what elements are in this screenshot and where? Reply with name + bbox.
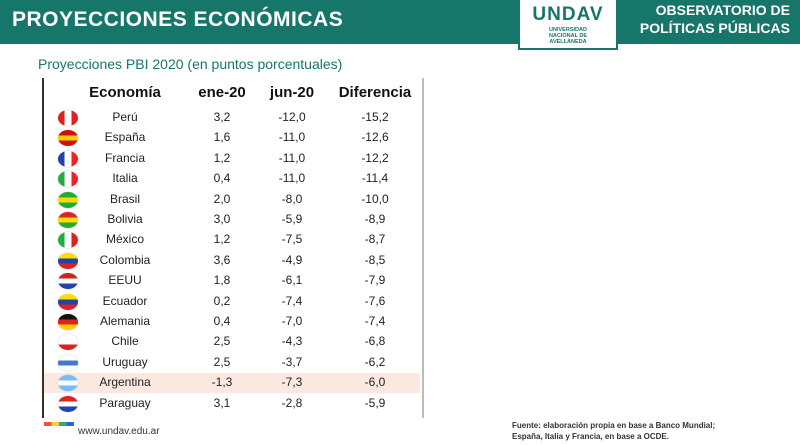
flag-icon: [58, 375, 78, 392]
table-cell: -2,8: [281, 395, 303, 410]
table-cell: Francia: [104, 150, 145, 165]
table-cell: 1,8: [213, 273, 231, 288]
table-cell: -15,2: [361, 110, 389, 124]
table-cell: Chile: [111, 334, 139, 349]
flag-icon: [58, 354, 78, 371]
table-cell: Colombia: [99, 252, 151, 267]
table-cell: Alemania: [99, 314, 151, 328]
table-cell: -5,9: [364, 395, 386, 410]
table-cell: -8,0: [281, 191, 303, 206]
column-header: ene-20: [198, 84, 246, 101]
table-cell: 0,4: [213, 314, 231, 328]
table-cell: Italia: [112, 171, 138, 186]
footer-url: www.undav.edu.ar: [78, 426, 160, 437]
title: PROYECCIONES ECONÓMICAS: [12, 8, 344, 31]
table-cell: -6,1: [281, 273, 303, 288]
table-cell: -1,3: [211, 375, 233, 390]
flag-icon: [58, 171, 78, 188]
flag-icon: [58, 334, 78, 351]
column-header: jun-20: [269, 84, 315, 101]
flag-icon: [58, 252, 78, 269]
color-stripe: [44, 422, 74, 426]
table-cell: Uruguay: [102, 354, 148, 369]
table-cell: -7,4: [364, 314, 386, 328]
table-caption: Proyecciones PBI 2020 (en puntos porcent…: [38, 56, 343, 72]
source-note: España, Italia y Francia, en base a OCDE…: [512, 432, 669, 441]
observatory: POLÍTICAS PÚBLICAS: [639, 20, 790, 36]
flag-icon: [58, 130, 78, 147]
table-cell: Perú: [112, 110, 138, 124]
table-cell: -12,0: [278, 110, 306, 124]
table-cell: 1,6: [213, 130, 231, 145]
table-cell: -11,0: [278, 150, 306, 165]
table-cell: Brasil: [109, 191, 140, 206]
table-cell: México: [105, 232, 144, 247]
logo-subtitle: NACIONAL DE: [548, 33, 588, 39]
table-cell: 0,4: [213, 171, 231, 186]
table-cell: 3,6: [213, 252, 231, 267]
table-cell: -7,6: [364, 293, 386, 308]
logo: UNDAV UNIVERSIDAD NACIONAL DE AVELLANEDA: [518, 0, 618, 50]
logo-subtitle: AVELLANEDA: [549, 39, 587, 45]
table-frame: [42, 78, 424, 418]
table-cell: 1,2: [213, 232, 231, 247]
table-cell: -10,0: [361, 191, 389, 206]
table-cell: -7,0: [281, 314, 303, 328]
table-cell: Paraguay: [99, 395, 151, 410]
table-cell: -12,6: [361, 130, 389, 145]
table-cell: -6,0: [364, 375, 386, 390]
flag-icon: [58, 314, 78, 330]
table-cell: -6,2: [364, 354, 386, 369]
column-header: Diferencia: [338, 84, 412, 101]
table-cell: -7,4: [281, 293, 303, 308]
highlight-row: [44, 373, 420, 394]
table-cell: -11,4: [361, 171, 389, 186]
table-cell: -7,5: [281, 232, 303, 247]
table-cell: 2,5: [213, 354, 231, 369]
table-cell: 2,0: [213, 191, 231, 206]
column-header: Economía: [89, 84, 161, 101]
flag-icon: [58, 232, 78, 249]
logo-name: UNDAV: [532, 4, 604, 25]
flag-icon: [58, 212, 78, 228]
table-cell: Argentina: [99, 375, 151, 390]
table-cell: -4,9: [281, 252, 303, 267]
flag-icon: [58, 293, 78, 310]
table-cell: -12,2: [361, 150, 389, 165]
table-cell: Ecuador: [102, 293, 148, 308]
flag-icon: [58, 273, 78, 290]
table-cell: -8,9: [364, 212, 386, 226]
flag-icon: [58, 395, 78, 412]
table-cell: -11,0: [278, 171, 306, 186]
table-cell: -5,9: [281, 212, 303, 226]
table-cell: Bolivia: [107, 212, 143, 226]
table-cell: -3,7: [281, 354, 303, 369]
table-cell: -8,5: [364, 252, 386, 267]
table-cell: -11,0: [278, 130, 306, 145]
table-cell: -4,3: [281, 334, 303, 349]
table-cell: 3,2: [213, 110, 231, 124]
flag-icon: [58, 110, 78, 126]
logo-subtitle: UNIVERSIDAD: [549, 27, 587, 33]
table-cell: 3,1: [213, 395, 231, 410]
table-cell: -7,9: [364, 273, 386, 288]
table-cell: 1,2: [213, 150, 231, 165]
table-cell: 3,0: [213, 212, 231, 226]
observatory: OBSERVATORIO DE: [655, 2, 790, 18]
table-cell: 2,5: [213, 334, 231, 349]
flag-icon: [58, 191, 78, 208]
table-cell: -7,3: [281, 375, 303, 390]
header-bar: [0, 0, 800, 44]
table-cell: 0,2: [213, 293, 231, 308]
table-cell: EEUU: [108, 273, 142, 288]
source-note: Fuente: elaboración propia en base a Ban…: [512, 421, 716, 430]
table-cell: -8,7: [364, 232, 386, 247]
flag-icon: [58, 150, 78, 167]
table-cell: España: [104, 130, 146, 145]
table-cell: -6,8: [364, 334, 386, 349]
